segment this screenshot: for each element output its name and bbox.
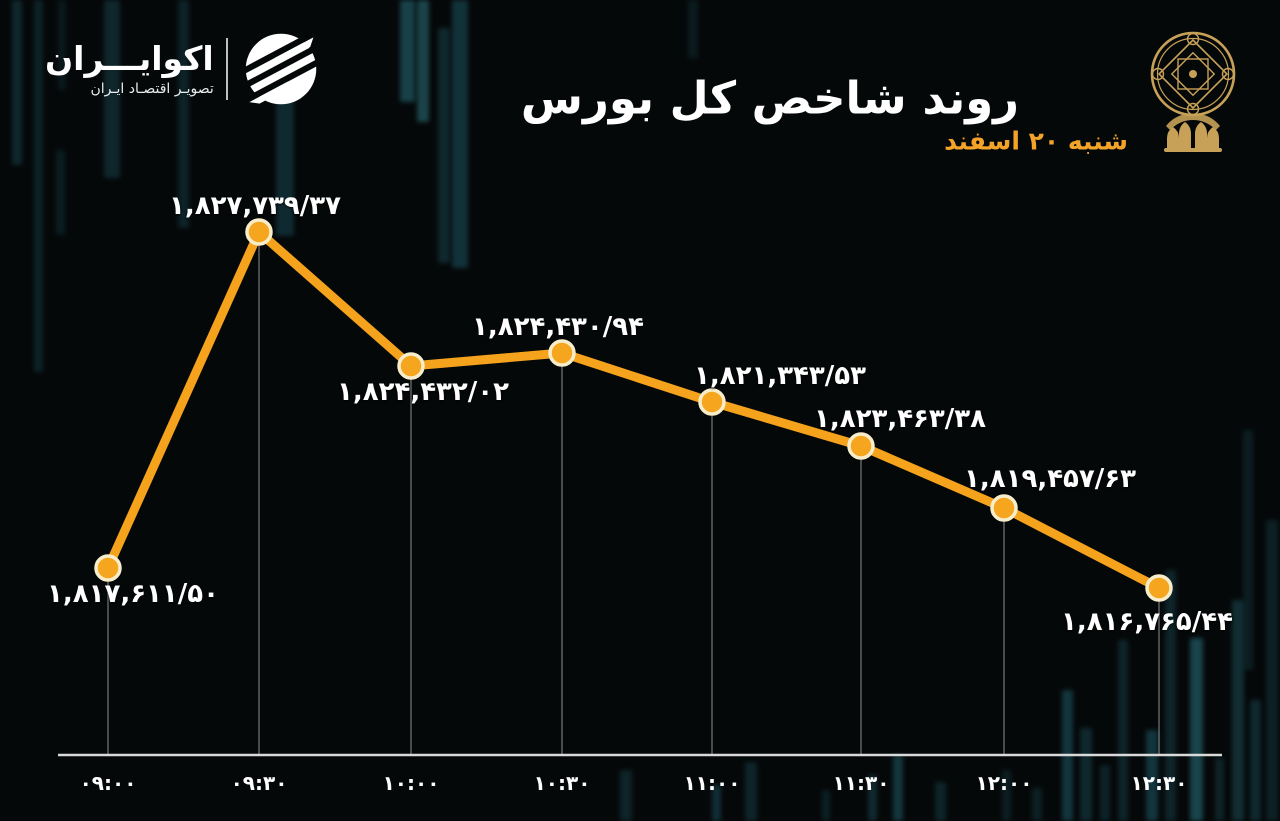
background-bar	[1100, 765, 1110, 821]
background-bar	[1118, 640, 1128, 821]
background-bar	[1146, 730, 1158, 821]
background-bar	[935, 782, 946, 821]
background-bar	[438, 28, 450, 263]
data-point-marker	[548, 339, 576, 367]
data-point-marker	[698, 388, 726, 416]
data-point-marker	[397, 352, 425, 380]
background-bar	[58, 0, 66, 90]
background-bar	[822, 790, 830, 821]
background-bar	[1002, 770, 1011, 821]
background-bar	[56, 150, 65, 235]
background-bar	[1243, 430, 1253, 670]
background-bar	[620, 770, 632, 821]
background-bar	[178, 0, 189, 228]
background-bar	[12, 0, 22, 165]
background-bar	[745, 762, 757, 821]
background-bar	[400, 0, 415, 102]
background-bar	[417, 0, 429, 122]
background-bar	[104, 0, 120, 178]
background-bar	[1250, 700, 1261, 821]
background-bar	[1165, 570, 1176, 821]
background-bar	[34, 0, 43, 372]
background-bar	[452, 0, 468, 268]
background-bar	[1232, 600, 1244, 821]
background-bar	[1080, 728, 1092, 821]
data-point-marker	[94, 554, 122, 582]
data-point-marker	[1145, 574, 1173, 602]
background-bar	[712, 785, 721, 821]
background-bar	[868, 775, 877, 821]
background-bar	[276, 88, 294, 236]
background-bar	[1215, 758, 1224, 821]
data-point-marker	[245, 218, 273, 246]
trend-line	[103, 227, 1164, 593]
data-point-marker	[847, 432, 875, 460]
background-bar	[1032, 788, 1042, 821]
data-point-marker	[990, 494, 1018, 522]
background-bar	[688, 0, 698, 58]
background-bar	[1190, 638, 1203, 821]
background-bar	[1266, 520, 1278, 821]
background-bar	[893, 755, 903, 821]
